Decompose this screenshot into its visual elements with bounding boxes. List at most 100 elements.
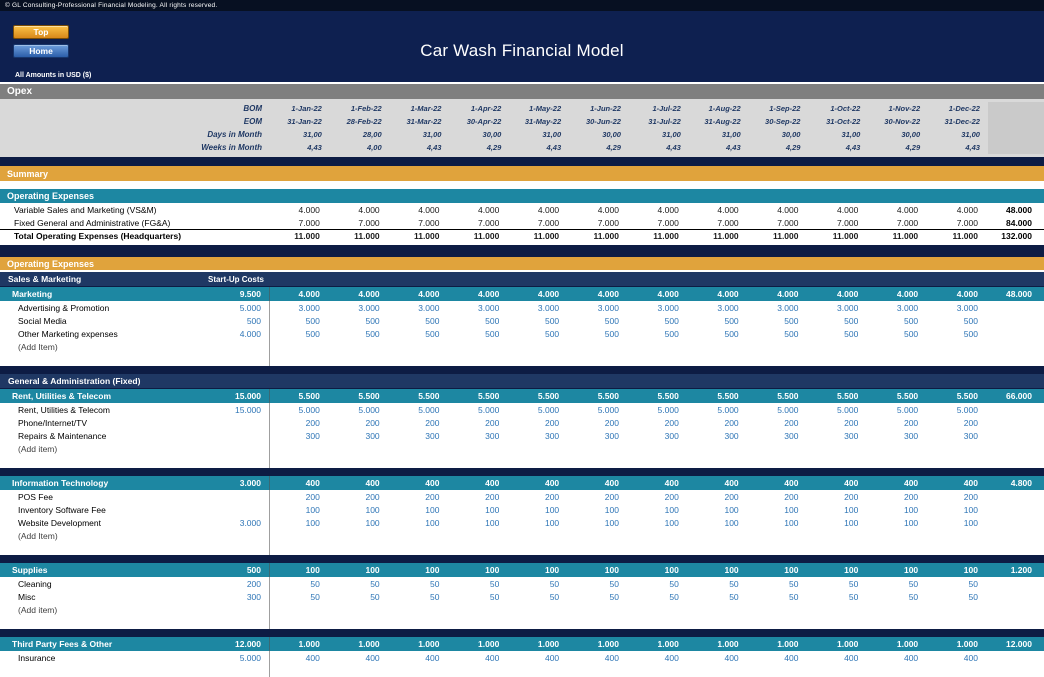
month-header-cell[interactable]: 31,00 <box>303 130 322 139</box>
month-value-cell[interactable]: 500 <box>664 315 679 326</box>
month-value-cell[interactable]: 400 <box>903 478 919 488</box>
month-value-cell[interactable]: 50 <box>789 578 799 589</box>
month-value-cell[interactable]: 50 <box>669 591 679 602</box>
month-value-cell[interactable]: 5.000 <box>777 404 799 415</box>
month-value-cell[interactable]: 400 <box>844 652 859 663</box>
month-header-cell[interactable]: 4,29 <box>606 143 621 152</box>
month-header-cell[interactable]: 1-Nov-22 <box>888 104 921 113</box>
month-value-cell[interactable]: 100 <box>305 565 320 575</box>
month-value-cell[interactable]: 7.000 <box>298 217 320 228</box>
month-header-cell[interactable]: 4,43 <box>546 143 562 152</box>
month-value-cell[interactable]: 7.000 <box>418 217 440 228</box>
annual-total-cell[interactable]: 4.800 <box>1010 478 1032 488</box>
month-value-cell[interactable]: 200 <box>544 417 560 428</box>
month-value-cell[interactable]: 3.000 <box>537 302 560 313</box>
month-value-cell[interactable]: 5.500 <box>717 391 739 401</box>
home-button[interactable]: Home <box>13 44 69 58</box>
month-value-cell[interactable]: 50 <box>669 578 679 589</box>
month-value-cell[interactable]: 100 <box>604 504 619 515</box>
month-value-cell[interactable]: 7.000 <box>777 217 799 228</box>
month-value-cell[interactable]: 500 <box>425 328 440 339</box>
month-value-cell[interactable]: 50 <box>549 578 560 589</box>
month-value-cell[interactable]: 5.000 <box>657 404 679 415</box>
month-value-cell[interactable]: 5.000 <box>837 404 859 415</box>
month-header-cell[interactable]: 1-Apr-22 <box>470 104 502 113</box>
month-value-cell[interactable]: 200 <box>604 417 619 428</box>
month-value-cell[interactable]: 3.000 <box>358 302 380 313</box>
month-value-cell[interactable]: 500 <box>664 328 679 339</box>
row-label[interactable]: POS Fee <box>18 491 53 502</box>
month-value-cell[interactable]: 100 <box>485 504 500 515</box>
month-value-cell[interactable]: 200 <box>963 417 978 428</box>
row-label[interactable]: Fixed General and Administrative (FG&A) <box>14 217 171 228</box>
month-value-cell[interactable]: 500 <box>544 315 560 326</box>
month-header-cell[interactable]: 31,00 <box>422 130 442 139</box>
month-value-cell[interactable]: 4.000 <box>956 204 978 215</box>
month-value-cell[interactable]: 5.500 <box>837 391 859 401</box>
month-value-cell[interactable]: 500 <box>305 328 320 339</box>
month-value-cell[interactable]: 7.000 <box>896 217 919 228</box>
month-value-cell[interactable]: 5.000 <box>956 404 978 415</box>
month-value-cell[interactable]: 300 <box>544 430 560 441</box>
month-value-cell[interactable]: 200 <box>844 417 859 428</box>
month-value-cell[interactable]: 500 <box>963 328 978 339</box>
startup-cost-cell[interactable]: 12.000 <box>196 637 270 651</box>
month-value-cell[interactable]: 300 <box>784 430 799 441</box>
month-value-cell[interactable]: 50 <box>430 591 440 602</box>
month-value-cell[interactable]: 200 <box>485 417 500 428</box>
month-value-cell[interactable]: 100 <box>784 504 799 515</box>
month-value-cell[interactable]: 11.000 <box>772 231 799 241</box>
month-value-cell[interactable]: 1.000 <box>956 639 978 649</box>
month-value-cell[interactable]: 100 <box>544 517 560 528</box>
month-value-cell[interactable]: 500 <box>604 315 619 326</box>
month-value-cell[interactable]: 500 <box>485 328 500 339</box>
month-value-cell[interactable]: 500 <box>365 315 380 326</box>
month-value-cell[interactable]: 50 <box>729 591 739 602</box>
row-label[interactable]: Insurance <box>18 652 56 663</box>
month-value-cell[interactable]: 4.000 <box>837 204 859 215</box>
month-header-cell[interactable]: 31-Mar-22 <box>406 117 442 126</box>
month-header-cell[interactable]: 30-Nov-22 <box>884 117 921 126</box>
month-value-cell[interactable]: 3.000 <box>956 302 978 313</box>
month-header-cell[interactable]: 31,00 <box>721 130 741 139</box>
month-value-cell[interactable]: 4.000 <box>298 204 320 215</box>
month-header-cell[interactable]: 4,43 <box>965 143 980 152</box>
month-value-cell[interactable]: 400 <box>604 652 619 663</box>
month-value-cell[interactable]: 400 <box>724 478 739 488</box>
month-value-cell[interactable]: 5.000 <box>418 404 440 415</box>
month-value-cell[interactable]: 4.000 <box>537 289 560 299</box>
month-value-cell[interactable]: 400 <box>963 652 978 663</box>
month-value-cell[interactable]: 5.000 <box>478 404 500 415</box>
month-header-cell[interactable]: 31-Dec-22 <box>944 117 980 126</box>
month-value-cell[interactable]: 100 <box>784 517 799 528</box>
month-value-cell[interactable]: 50 <box>370 578 380 589</box>
month-value-cell[interactable]: 4.000 <box>478 204 500 215</box>
month-value-cell[interactable]: 11.000 <box>952 231 978 241</box>
month-header-cell[interactable]: 28,00 <box>362 130 382 139</box>
startup-cost-cell[interactable]: 5.000 <box>196 301 270 314</box>
month-header-cell[interactable]: 30,00 <box>901 130 921 139</box>
month-value-cell[interactable]: 400 <box>485 652 500 663</box>
month-header-cell[interactable]: 30,00 <box>482 130 502 139</box>
month-value-cell[interactable]: 100 <box>305 504 320 515</box>
month-header-cell[interactable]: 31,00 <box>961 130 980 139</box>
month-value-cell[interactable]: 1.000 <box>837 639 859 649</box>
month-value-cell[interactable]: 5.500 <box>358 391 380 401</box>
month-value-cell[interactable]: 500 <box>485 315 500 326</box>
month-value-cell[interactable]: 500 <box>365 328 380 339</box>
month-value-cell[interactable]: 1.000 <box>717 639 739 649</box>
month-header-cell[interactable]: 1-Feb-22 <box>350 104 382 113</box>
month-value-cell[interactable]: 500 <box>544 328 560 339</box>
month-value-cell[interactable]: 3.000 <box>837 302 859 313</box>
month-value-cell[interactable]: 50 <box>729 578 739 589</box>
month-value-cell[interactable]: 11.000 <box>533 231 560 241</box>
month-header-cell[interactable]: 1-Oct-22 <box>830 104 861 113</box>
month-value-cell[interactable]: 1.000 <box>597 639 619 649</box>
month-value-cell[interactable]: 500 <box>903 315 919 326</box>
month-value-cell[interactable]: 100 <box>664 517 679 528</box>
month-value-cell[interactable]: 4.000 <box>478 289 500 299</box>
month-value-cell[interactable]: 7.000 <box>537 217 560 228</box>
month-value-cell[interactable]: 500 <box>425 315 440 326</box>
month-header-cell[interactable]: 31-Aug-22 <box>704 117 741 126</box>
month-header-cell[interactable]: 31,00 <box>841 130 861 139</box>
